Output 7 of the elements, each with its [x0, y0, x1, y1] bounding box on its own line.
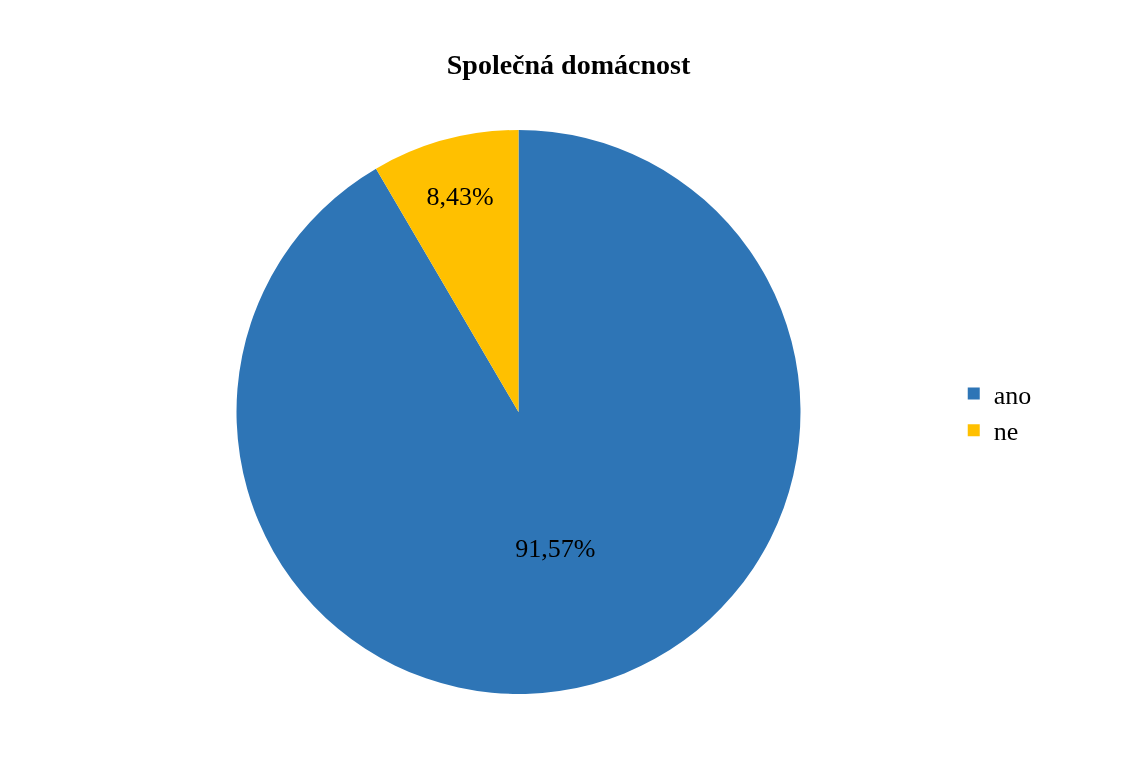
pie-slice [376, 130, 519, 412]
data-label: 91,57% [515, 533, 596, 563]
chart-title: Společná domácnost [446, 48, 691, 80]
legend-label: ne [993, 417, 1019, 447]
pie-slice [236, 130, 801, 694]
legend-label: ano [993, 380, 1032, 410]
data-label: 8,43% [426, 181, 494, 211]
